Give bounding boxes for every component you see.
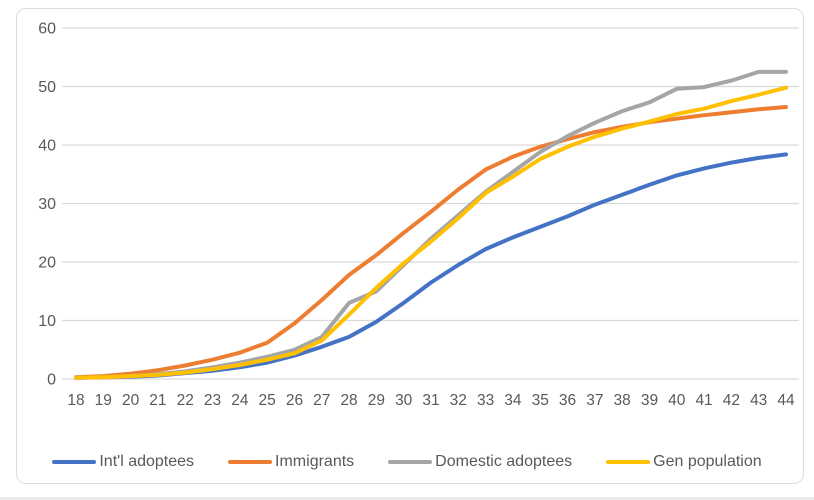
- x-axis-label: 44: [777, 392, 795, 409]
- series-line-gen-population: [74, 85, 788, 380]
- x-axis-label: 27: [313, 392, 330, 409]
- legend-label: Domestic adoptees: [435, 453, 573, 470]
- x-axis-label: 18: [67, 392, 84, 409]
- y-axis-label: 20: [38, 255, 56, 272]
- x-axis-label: 34: [504, 392, 522, 409]
- series-line-immigrants: [74, 105, 788, 380]
- legend-item-domestic-adoptees: Domestic adoptees: [388, 453, 572, 471]
- x-axis-label: 43: [750, 392, 767, 409]
- x-axis-label: 24: [231, 392, 249, 409]
- x-axis-label: 40: [668, 392, 686, 409]
- x-axis-label: 41: [695, 392, 712, 409]
- x-axis-label: 39: [641, 392, 658, 409]
- line-chart: 0 10 20 30 40 50 60 18 19 20 21 22 23 24 25 26 27 28 29 30 3…: [38, 21, 799, 409]
- legend-label: Gen population: [653, 453, 762, 470]
- x-axis-label: 32: [450, 392, 467, 409]
- x-axis-label: 20: [122, 392, 140, 409]
- y-axis-label: 30: [38, 196, 56, 213]
- y-axis-label: 40: [38, 138, 56, 155]
- x-axis-label: 31: [422, 392, 439, 409]
- x-axis-label: 26: [286, 392, 303, 409]
- legend: Int'l adoptees Immigrants Domestic adopt…: [0, 453, 814, 471]
- y-axis-label: 10: [38, 313, 56, 330]
- legend-item-intl-adoptees: Int'l adoptees: [52, 453, 194, 471]
- line-swatch-icon: [388, 459, 433, 465]
- y-axis-label: 0: [47, 372, 56, 389]
- x-axis-label: 21: [149, 392, 166, 409]
- x-axis-label: 19: [95, 392, 112, 409]
- x-axis-label: 23: [204, 392, 221, 409]
- x-axis-label: 37: [586, 392, 603, 409]
- legend-item-gen-population: Gen population: [606, 453, 762, 471]
- line-swatch-icon: [606, 459, 651, 465]
- x-axis-label: 29: [368, 392, 385, 409]
- y-axis-label: 50: [38, 79, 56, 96]
- legend-label: Int'l adoptees: [99, 453, 195, 470]
- x-axis-label: 33: [477, 392, 494, 409]
- x-axis-label: 30: [395, 392, 413, 409]
- legend-label: Immigrants: [275, 453, 355, 470]
- x-axis-label: 28: [340, 392, 357, 409]
- bottom-edge-strip: [0, 497, 814, 500]
- x-axis-label: 38: [614, 392, 631, 409]
- x-axis-label: 22: [177, 392, 194, 409]
- line-swatch-icon: [228, 459, 273, 465]
- line-swatch-icon: [52, 459, 97, 465]
- series-line-int-l-adoptees: [74, 152, 788, 380]
- legend-item-immigrants: Immigrants: [228, 453, 354, 471]
- x-axis-label: 25: [259, 392, 276, 409]
- y-axis-label: 60: [38, 21, 56, 38]
- x-axis-label: 42: [723, 392, 740, 409]
- x-axis-label: 35: [532, 392, 549, 409]
- x-axis-label: 36: [559, 392, 576, 409]
